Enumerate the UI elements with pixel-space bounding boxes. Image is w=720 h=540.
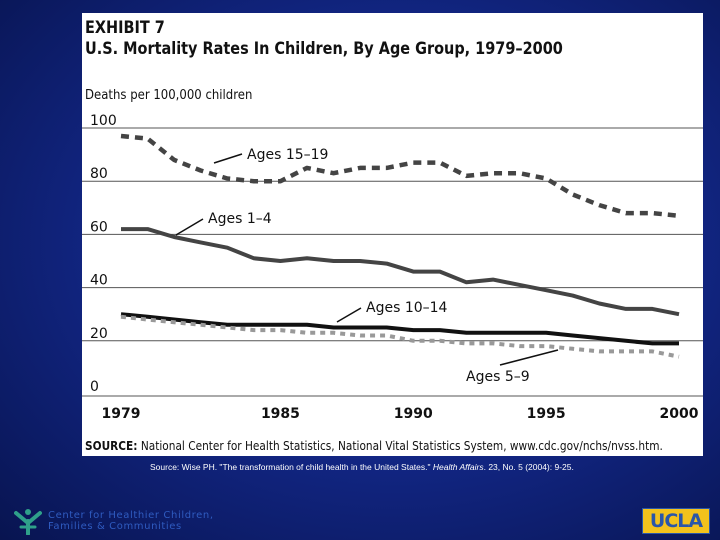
- y-axis-label: Deaths per 100,000 children: [85, 88, 253, 103]
- y-tick-label: 60: [90, 219, 108, 235]
- y-tick-label: 80: [90, 166, 108, 182]
- chart-title: U.S. Mortality Rates In Children, By Age…: [85, 39, 563, 59]
- org-branding: Center for Healthier Children, Families …: [14, 507, 254, 535]
- y-tick-label: 40: [90, 273, 108, 289]
- ucla-logo-text: UCLA: [649, 510, 703, 532]
- org-name-line2: Families & Communities: [48, 521, 182, 532]
- source-text: National Center for Health Statistics, N…: [137, 439, 663, 453]
- series-line-2: [121, 227, 680, 317]
- source-label: SOURCE:: [85, 439, 138, 453]
- tick-labels: 0 20 40 60 80 100 1979 1985 1990 1995 2000: [90, 113, 699, 422]
- family-icon: [14, 509, 42, 535]
- series-label-leader: [213, 153, 243, 164]
- series-line-4: [120, 314, 680, 359]
- series-label-leader: [175, 218, 204, 236]
- y-tick-label: 20: [90, 326, 108, 342]
- citation: Source: Wise PH. "The transformation of …: [150, 460, 590, 474]
- series-labels: Ages 15–19 Ages 1–4 Ages 10–14 Ages 5–9: [175, 147, 559, 385]
- citation-journal: Health Affairs: [432, 462, 484, 472]
- grid-lines: [82, 127, 703, 397]
- org-name-line1: Center for Healthier Children,: [48, 510, 214, 521]
- series-label: Ages 1–4: [208, 211, 272, 227]
- series-label-leader: [499, 349, 559, 366]
- series-lines: [120, 133, 680, 359]
- series-label: Ages 5–9: [466, 369, 530, 385]
- org-name: Center for Healthier Children, Families …: [48, 510, 214, 532]
- series-line-1: [120, 133, 680, 219]
- series-line-3: [120, 312, 679, 346]
- exhibit-panel: EXHIBIT 7 U.S. Mortality Rates In Childr…: [82, 13, 703, 456]
- x-tick-label: 1979: [102, 406, 141, 422]
- x-tick-label: 1990: [394, 406, 433, 422]
- series-label: Ages 10–14: [366, 300, 448, 316]
- line-chart: 0 20 40 60 80 100 1979 1985 1990 1995 2000 Ages 15…: [82, 113, 703, 422]
- x-tick-label: 2000: [660, 406, 699, 422]
- y-tick-label: 100: [90, 113, 117, 129]
- series-label-leader: [336, 307, 362, 323]
- exhibit-label: EXHIBIT 7: [85, 18, 165, 38]
- citation-text: Source: Wise PH. "The transformation of …: [150, 462, 433, 472]
- series-label: Ages 15–19: [247, 147, 328, 163]
- x-tick-label: 1985: [261, 406, 300, 422]
- ucla-logo: UCLA: [642, 508, 710, 534]
- source-note: SOURCE: National Center for Health Stati…: [85, 439, 663, 453]
- y-tick-label: 0: [90, 379, 99, 395]
- citation-details: . 23, No. 5 (2004): 9-25.: [483, 462, 574, 472]
- x-tick-label: 1995: [527, 406, 566, 422]
